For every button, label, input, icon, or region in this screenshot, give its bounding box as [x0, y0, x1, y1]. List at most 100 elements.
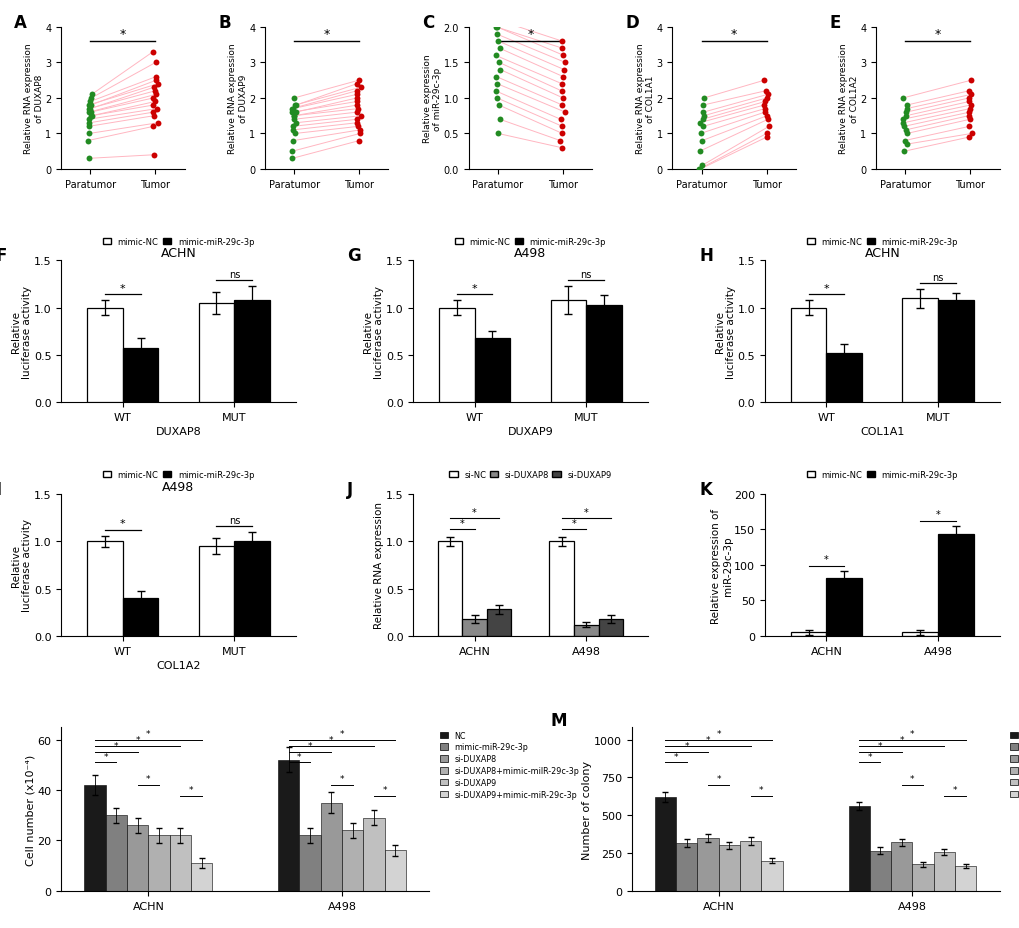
Bar	[85, 785, 106, 891]
Point	[554, 91, 571, 106]
Text: *: *	[119, 519, 125, 529]
Bar	[902, 633, 937, 637]
Bar	[654, 797, 676, 891]
Text: *: *	[323, 28, 329, 41]
Point	[284, 151, 301, 166]
Text: *: *	[909, 729, 914, 738]
Bar	[199, 547, 234, 637]
Point	[287, 116, 304, 131]
Point	[759, 88, 775, 103]
Point	[898, 127, 914, 142]
Point	[488, 91, 504, 106]
Text: *: *	[103, 752, 108, 761]
Point	[286, 98, 303, 113]
Point	[555, 63, 572, 78]
Y-axis label: Relative RNA expression
of COL1A2: Relative RNA expression of COL1A2	[839, 44, 858, 154]
Point	[491, 112, 507, 127]
Bar	[486, 610, 511, 637]
Point	[755, 98, 771, 113]
Text: A: A	[14, 14, 28, 32]
Bar	[363, 818, 384, 891]
Bar	[300, 835, 320, 891]
Point	[695, 110, 711, 124]
Point	[488, 13, 504, 28]
Point	[149, 102, 165, 117]
Bar	[586, 305, 622, 403]
Point	[758, 110, 774, 124]
Point	[353, 81, 369, 96]
Point	[552, 112, 569, 127]
Point	[488, 20, 504, 35]
Point	[351, 73, 367, 88]
Text: *: *	[146, 775, 151, 783]
Text: *: *	[571, 519, 576, 528]
Point	[898, 98, 914, 113]
Point	[553, 141, 570, 156]
Point	[84, 110, 100, 124]
Point	[896, 134, 912, 148]
Point	[283, 102, 300, 117]
Point	[895, 120, 911, 135]
Point	[145, 106, 161, 121]
Bar	[825, 354, 861, 403]
Text: J: J	[347, 480, 354, 498]
Point	[691, 145, 707, 160]
Point	[556, 106, 573, 121]
Point	[84, 88, 100, 103]
Point	[962, 88, 978, 103]
Y-axis label: Cell number (x10⁻⁴): Cell number (x10⁻⁴)	[25, 754, 36, 865]
Text: *: *	[731, 28, 737, 41]
Text: *: *	[823, 555, 828, 564]
Point	[692, 162, 708, 177]
Text: *: *	[933, 28, 941, 41]
Text: F: F	[0, 247, 7, 264]
Point	[554, 71, 571, 85]
Point	[150, 77, 166, 92]
Bar	[474, 339, 510, 403]
Point	[694, 112, 710, 127]
Bar	[341, 831, 363, 891]
Point	[756, 102, 772, 117]
Point	[553, 42, 570, 57]
Bar	[932, 852, 954, 891]
Point	[693, 134, 709, 148]
Bar	[278, 760, 300, 891]
Bar	[550, 301, 586, 403]
Y-axis label: Relative
luciferase activity: Relative luciferase activity	[363, 286, 384, 379]
Point	[898, 110, 914, 124]
Text: K: K	[699, 480, 711, 498]
Point	[960, 110, 976, 124]
Point	[284, 120, 301, 135]
Title: ACHN: ACHN	[863, 247, 900, 260]
Point	[491, 63, 507, 78]
Point	[553, 34, 570, 49]
Bar	[937, 535, 973, 637]
Point	[897, 123, 913, 138]
Point	[83, 95, 99, 110]
Point	[490, 56, 506, 71]
Y-axis label: Relative expression of
miR-29c-3p: Relative expression of miR-29c-3p	[710, 508, 732, 623]
Point	[353, 110, 369, 124]
Point	[348, 98, 365, 113]
Point	[757, 84, 773, 99]
Point	[81, 112, 97, 127]
Y-axis label: Number of colony: Number of colony	[582, 760, 592, 858]
Point	[552, 84, 569, 99]
Text: *: *	[527, 28, 533, 41]
Legend: si-NC, si-DUXAP8, si-DUXAP9: si-NC, si-DUXAP8, si-DUXAP9	[445, 468, 614, 483]
Point	[348, 77, 365, 92]
Bar	[169, 835, 191, 891]
Bar	[106, 816, 127, 891]
Bar	[937, 301, 973, 403]
Text: *: *	[674, 752, 678, 761]
Point	[83, 106, 99, 121]
Point	[348, 112, 365, 127]
Bar	[954, 866, 975, 891]
Point	[83, 98, 99, 113]
Bar	[122, 599, 158, 637]
Title: ACHN: ACHN	[160, 247, 197, 260]
Point	[898, 106, 914, 121]
Point	[146, 81, 162, 96]
Point	[898, 102, 914, 117]
Bar	[191, 863, 212, 891]
